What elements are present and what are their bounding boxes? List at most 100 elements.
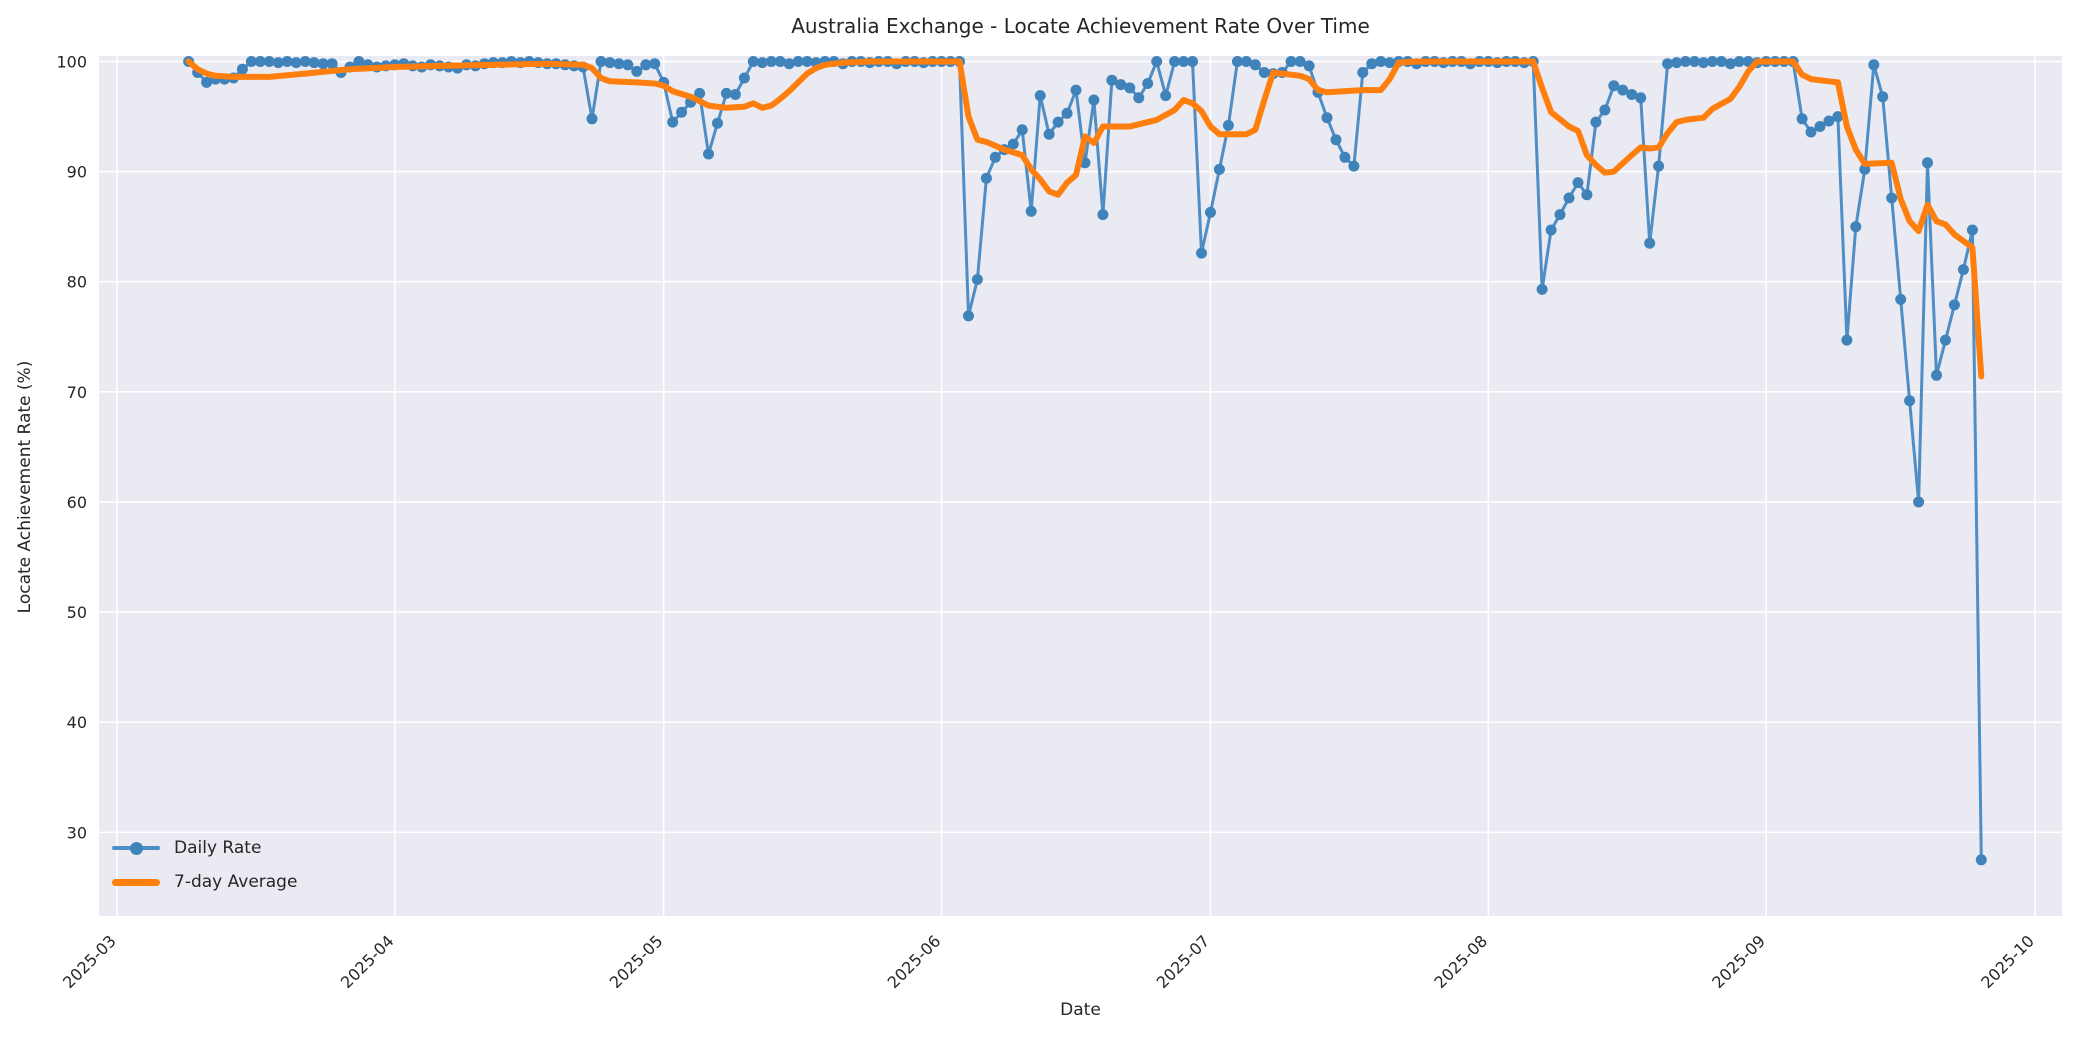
daily-rate-marker xyxy=(1124,82,1136,94)
daily-rate-marker xyxy=(720,87,732,99)
daily-rate-marker xyxy=(1913,496,1925,508)
y-tick-label: 50 xyxy=(67,603,87,622)
daily-rate-marker xyxy=(774,56,786,67)
daily-rate-marker xyxy=(201,76,213,88)
daily-rate-marker xyxy=(1016,124,1028,136)
daily-rate-marker xyxy=(1169,56,1181,67)
x-tick-label: 2025-09 xyxy=(1708,931,1769,992)
daily-rate-marker xyxy=(1554,209,1566,221)
daily-rate-marker xyxy=(971,274,983,285)
daily-rate-marker xyxy=(801,56,813,67)
daily-rate-marker xyxy=(1823,115,1835,127)
daily-rate-marker xyxy=(1321,112,1333,124)
daily-rate-marker xyxy=(1572,177,1584,189)
daily-rate-marker xyxy=(1975,854,1987,866)
daily-rate-marker xyxy=(1886,192,1898,204)
daily-rate-marker xyxy=(1617,84,1629,96)
y-axis-label: Locate Achievement Rate (%) xyxy=(15,360,35,614)
daily-rate-marker xyxy=(1034,90,1046,102)
legend-item-7day-average: 7-day Average xyxy=(112,870,297,894)
x-axis-label: Date xyxy=(1060,1000,1101,1020)
daily-rate-marker xyxy=(738,72,750,84)
daily-rate-marker xyxy=(1196,247,1207,259)
daily-rate-marker xyxy=(1384,57,1396,69)
daily-rate-marker xyxy=(1303,60,1315,72)
daily-rate-marker xyxy=(649,58,661,70)
daily-rate-marker xyxy=(676,106,688,118)
daily-rate-marker xyxy=(1948,299,1960,311)
daily-rate-marker xyxy=(631,65,643,77)
daily-rate-marker xyxy=(290,57,302,69)
daily-rate-marker xyxy=(1070,84,1082,96)
daily-rate-marker xyxy=(1671,57,1683,69)
daily-rate-marker xyxy=(1653,160,1665,172)
daily-rate-marker xyxy=(1715,56,1727,67)
x-tick-label: 2025-03 xyxy=(59,931,120,992)
chart-title: Australia Exchange - Locate Achievement … xyxy=(791,14,1370,38)
daily-rate-marker xyxy=(1626,89,1638,100)
daily-rate-marker xyxy=(1850,221,1862,233)
daily-rate-marker xyxy=(317,58,329,70)
daily-rate-marker xyxy=(694,87,706,99)
daily-rate-marker xyxy=(1814,121,1826,132)
daily-rate-marker xyxy=(1142,78,1154,89)
plot-area xyxy=(99,56,2062,916)
daily-rate-marker xyxy=(1061,107,1073,119)
daily-rate-marker xyxy=(1877,91,1889,103)
daily-rate-marker xyxy=(1680,56,1691,67)
daily-rate-marker xyxy=(1160,90,1172,102)
daily-rate-marker xyxy=(1231,56,1243,67)
daily-rate-marker xyxy=(1805,126,1817,138)
y-tick-label: 90 xyxy=(67,163,87,182)
legend: Daily Rate 7-day Average xyxy=(112,836,297,894)
daily-rate-marker xyxy=(667,116,679,128)
daily-rate-marker xyxy=(604,57,616,69)
daily-rate-marker xyxy=(1205,206,1216,218)
daily-rate-marker xyxy=(1644,237,1656,249)
daily-rate-marker xyxy=(595,56,607,67)
daily-rate-marker xyxy=(1339,151,1351,163)
daily-rate-marker xyxy=(1178,56,1190,67)
daily-rate-marker xyxy=(1635,92,1647,104)
daily-rate-marker xyxy=(613,58,625,70)
daily-rate-marker xyxy=(1536,283,1548,295)
daily-rate-marker xyxy=(622,59,634,71)
daily-rate-marker xyxy=(586,113,598,125)
daily-rate-marker xyxy=(963,310,974,322)
y-tick-label: 60 xyxy=(67,493,87,512)
avg-7day-line xyxy=(185,58,1985,380)
x-tick-label: 2025-08 xyxy=(1430,931,1491,992)
legend-label-daily-rate: Daily Rate xyxy=(174,838,262,858)
daily-rate-marker xyxy=(1213,163,1225,175)
daily-rate-marker xyxy=(712,117,723,129)
daily-rate-line-sample-icon xyxy=(112,836,160,860)
daily-rate-marker xyxy=(326,58,338,70)
legend-item-daily-rate: Daily Rate xyxy=(112,836,297,860)
daily-rate-marker xyxy=(263,56,275,67)
daily-rate-marker xyxy=(980,172,992,184)
daily-rate-marker xyxy=(1796,113,1808,125)
daily-rate-marker xyxy=(281,56,293,67)
daily-rate-marker xyxy=(1088,94,1100,106)
daily-rate-marker xyxy=(1357,67,1369,78)
daily-rate-marker xyxy=(1007,138,1019,150)
daily-rate-marker xyxy=(1106,74,1118,86)
daily-rate-marker xyxy=(1940,334,1951,346)
daily-rate-marker xyxy=(1294,56,1306,67)
daily-rate-marker xyxy=(1922,157,1933,169)
daily-rate-marker xyxy=(1966,224,1978,236)
x-tick-label: 2025-05 xyxy=(606,931,667,992)
daily-rate-marker xyxy=(1895,293,1907,305)
daily-rate-marker xyxy=(729,89,741,100)
daily-rate-marker xyxy=(1608,80,1620,92)
daily-rate-marker xyxy=(1052,116,1064,128)
daily-rate-marker xyxy=(308,57,320,69)
daily-rate-marker xyxy=(1258,67,1270,78)
y-tick-label: 40 xyxy=(67,713,87,732)
daily-rate-marker xyxy=(1698,57,1709,69)
daily-rate-marker xyxy=(747,56,759,67)
daily-rate-marker xyxy=(1222,119,1234,131)
daily-rate-marker xyxy=(1151,56,1163,67)
